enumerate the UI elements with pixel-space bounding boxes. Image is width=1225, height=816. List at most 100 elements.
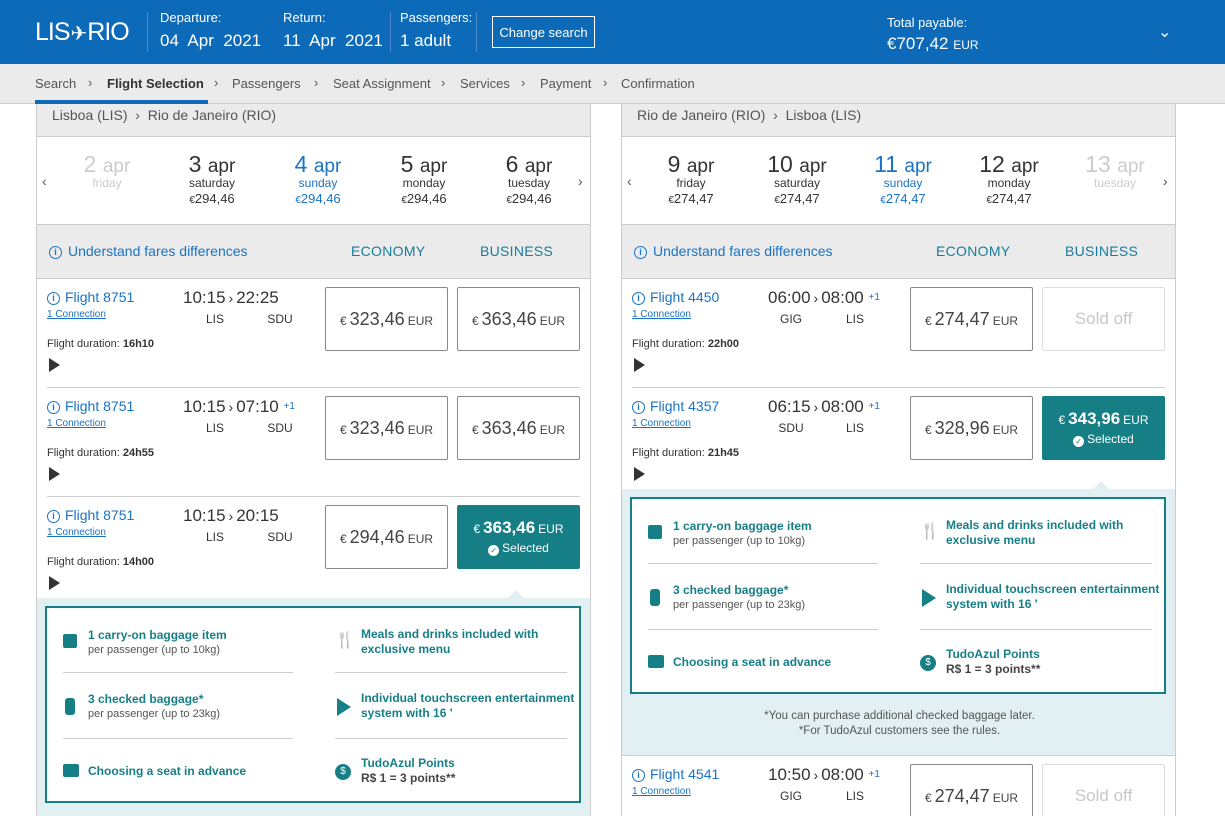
business-fare-sold-off: Sold off	[1042, 287, 1165, 351]
economy-fare-button[interactable]: €274,47 EUR	[910, 764, 1033, 816]
economy-fare-button[interactable]: €294,46 EUR	[325, 505, 448, 569]
info-icon: i	[49, 246, 62, 259]
meal-icon: 🍴	[920, 523, 940, 540]
date-option-selected[interactable]: 4 apr sunday €294,46	[294, 151, 342, 206]
plane-icon: ✈	[70, 23, 88, 45]
date-option[interactable]: 6 apr tuesday €294,46	[505, 151, 553, 206]
benefit-entertainment: Individual touchscreen entertainment sys…	[946, 582, 1160, 611]
business-fare-button-selected[interactable]: €363,46 EUR ✓ Selected	[457, 505, 580, 569]
economy-fare-button[interactable]: €274,47 EUR	[910, 287, 1033, 351]
dollar-icon: $	[920, 655, 936, 671]
business-fare-button-selected[interactable]: €343,96 EUR ✓ Selected	[1042, 396, 1165, 460]
business-header: BUSINESS	[480, 243, 554, 259]
info-icon: i	[632, 401, 645, 414]
flight-number[interactable]: i Flight 8751	[47, 289, 134, 305]
benefit-entertainment: Individual touchscreen entertainment sys…	[361, 691, 575, 720]
flight-times: 06:15 › 08:00 +1	[768, 397, 880, 416]
crumb-payment[interactable]: Payment	[540, 76, 592, 91]
chevron-left-icon[interactable]: ‹	[42, 173, 47, 189]
play-icon[interactable]	[49, 358, 60, 372]
chevron-right-icon[interactable]: ›	[1163, 173, 1168, 189]
connection-link[interactable]: 1 Connection	[47, 309, 106, 320]
crumb-flight-selection[interactable]: Flight Selection	[107, 76, 204, 91]
flight-number[interactable]: i Flight 4357	[632, 398, 719, 414]
origin-airport: GIG	[779, 312, 802, 326]
economy-fare-button[interactable]: €323,46 EUR	[325, 287, 448, 351]
chevron-right-icon: ›	[521, 75, 526, 90]
economy-fare-button[interactable]: €328,96 EUR	[910, 396, 1033, 460]
connection-link[interactable]: 1 Connection	[47, 527, 106, 538]
divider	[147, 12, 148, 52]
crumb-seat-assignment[interactable]: Seat Assignment	[333, 76, 431, 91]
benefits-box: 1 carry-on baggage item per passenger (up…	[45, 606, 581, 803]
flight-row: i Flight 4357 1 Connection Flight duratio…	[632, 388, 1165, 489]
change-search-button[interactable]: Change search	[492, 16, 595, 48]
fare-details: 1 carry-on baggage item per passenger (up…	[622, 481, 1175, 756]
connection-link[interactable]: 1 Connection	[632, 309, 691, 320]
flight-number[interactable]: i Flight 4541	[632, 766, 719, 782]
flight-number[interactable]: i Flight 4450	[632, 289, 719, 305]
crumb-search[interactable]: Search	[35, 76, 77, 91]
flight-duration: Flight duration: 16h10	[47, 338, 155, 350]
chevron-down-icon[interactable]: ⌄	[1158, 24, 1172, 41]
connection-link[interactable]: 1 Connection	[632, 786, 691, 797]
flight-times: 10:50 › 08:00 +1	[768, 765, 880, 784]
crumb-passengers[interactable]: Passengers	[232, 76, 301, 91]
fare-header: i Understand fares differences ECONOMY BU…	[622, 225, 1175, 279]
flight-number[interactable]: i Flight 8751	[47, 398, 134, 414]
crumb-services[interactable]: Services	[460, 76, 510, 91]
date-carousel: ‹ 2 apr friday 3 apr saturday €294,46 4 …	[37, 137, 590, 225]
date-option[interactable]: 9 apr friday €274,47	[667, 151, 715, 206]
benefit-meals: Meals and drinks included with exclusive…	[361, 627, 539, 656]
date-option-selected[interactable]: 11 apr sunday €274,47	[874, 151, 932, 206]
return-value: 11 Apr 2021	[283, 31, 383, 50]
flight-row: i Flight 8751 1 Connection Flight duratio…	[47, 388, 580, 497]
date-option[interactable]: 10 apr saturday €274,47	[767, 151, 827, 206]
date-option: 2 apr friday	[83, 151, 131, 190]
check-icon: ✓	[488, 545, 500, 556]
economy-fare-button[interactable]: €323,46 EUR	[325, 396, 448, 460]
play-icon[interactable]	[634, 467, 645, 481]
chevron-right-icon: ›	[603, 75, 608, 90]
briefcase-icon	[63, 634, 77, 648]
understand-fares-link[interactable]: i Understand fares differences	[49, 243, 248, 259]
divider	[920, 563, 1152, 564]
date-carousel: ‹ 9 apr friday €274,47 10 apr saturday €…	[622, 137, 1175, 225]
date-option[interactable]: 12 apr monday €274,47	[979, 151, 1039, 206]
understand-fares-link[interactable]: i Understand fares differences	[634, 243, 833, 259]
destination-airport: LIS	[845, 421, 864, 435]
briefcase-icon	[648, 525, 662, 539]
caret	[1092, 481, 1110, 490]
play-icon	[337, 698, 351, 716]
date-option[interactable]: 3 apr saturday €294,46	[188, 151, 236, 206]
chevron-left-icon[interactable]: ‹	[627, 173, 632, 189]
crumb-confirmation[interactable]: Confirmation	[621, 76, 695, 91]
departure-value: 04 Apr 2021	[160, 31, 262, 50]
play-icon[interactable]	[634, 358, 645, 372]
date-option: 13 apr tuesday	[1085, 151, 1145, 190]
destination-airport: SDU	[267, 421, 293, 435]
date-option[interactable]: 5 apr monday €294,46	[400, 151, 448, 206]
play-icon[interactable]	[49, 467, 60, 481]
play-icon[interactable]	[49, 576, 60, 590]
seat-icon	[648, 655, 664, 668]
benefit-points: TudoAzul Points R$ 1 = 3 points**	[946, 647, 1041, 676]
flight-times: 10:15 › 20:15	[183, 506, 279, 525]
fare-details: 1 carry-on baggage item per passenger (up…	[37, 590, 590, 816]
flight-row: i Flight 8751 1 Connection Flight duratio…	[47, 279, 580, 388]
business-fare-button[interactable]: €363,46 EUR	[457, 287, 580, 351]
divider	[648, 563, 878, 564]
total-payable: Total payable: €707,42 EUR	[887, 15, 979, 54]
flight-times: 10:15 › 07:10 +1	[183, 397, 295, 416]
outbound-panel: Lisboa (LIS) › Rio de Janeiro (RIO) ‹ 2 …	[36, 104, 591, 816]
divider	[335, 738, 567, 739]
route-header: Rio de Janeiro (RIO) › Lisboa (LIS)	[622, 104, 1175, 137]
passengers-label: Passengers:	[400, 10, 473, 25]
chevron-right-icon[interactable]: ›	[578, 173, 583, 189]
destination-airport: LIS	[845, 789, 864, 803]
connection-link[interactable]: 1 Connection	[632, 418, 691, 429]
business-fare-button[interactable]: €363,46 EUR	[457, 396, 580, 460]
benefit-checked-baggage: 3 checked baggage* per passenger (up to 2…	[673, 583, 806, 611]
connection-link[interactable]: 1 Connection	[47, 418, 106, 429]
flight-number[interactable]: i Flight 8751	[47, 507, 134, 523]
